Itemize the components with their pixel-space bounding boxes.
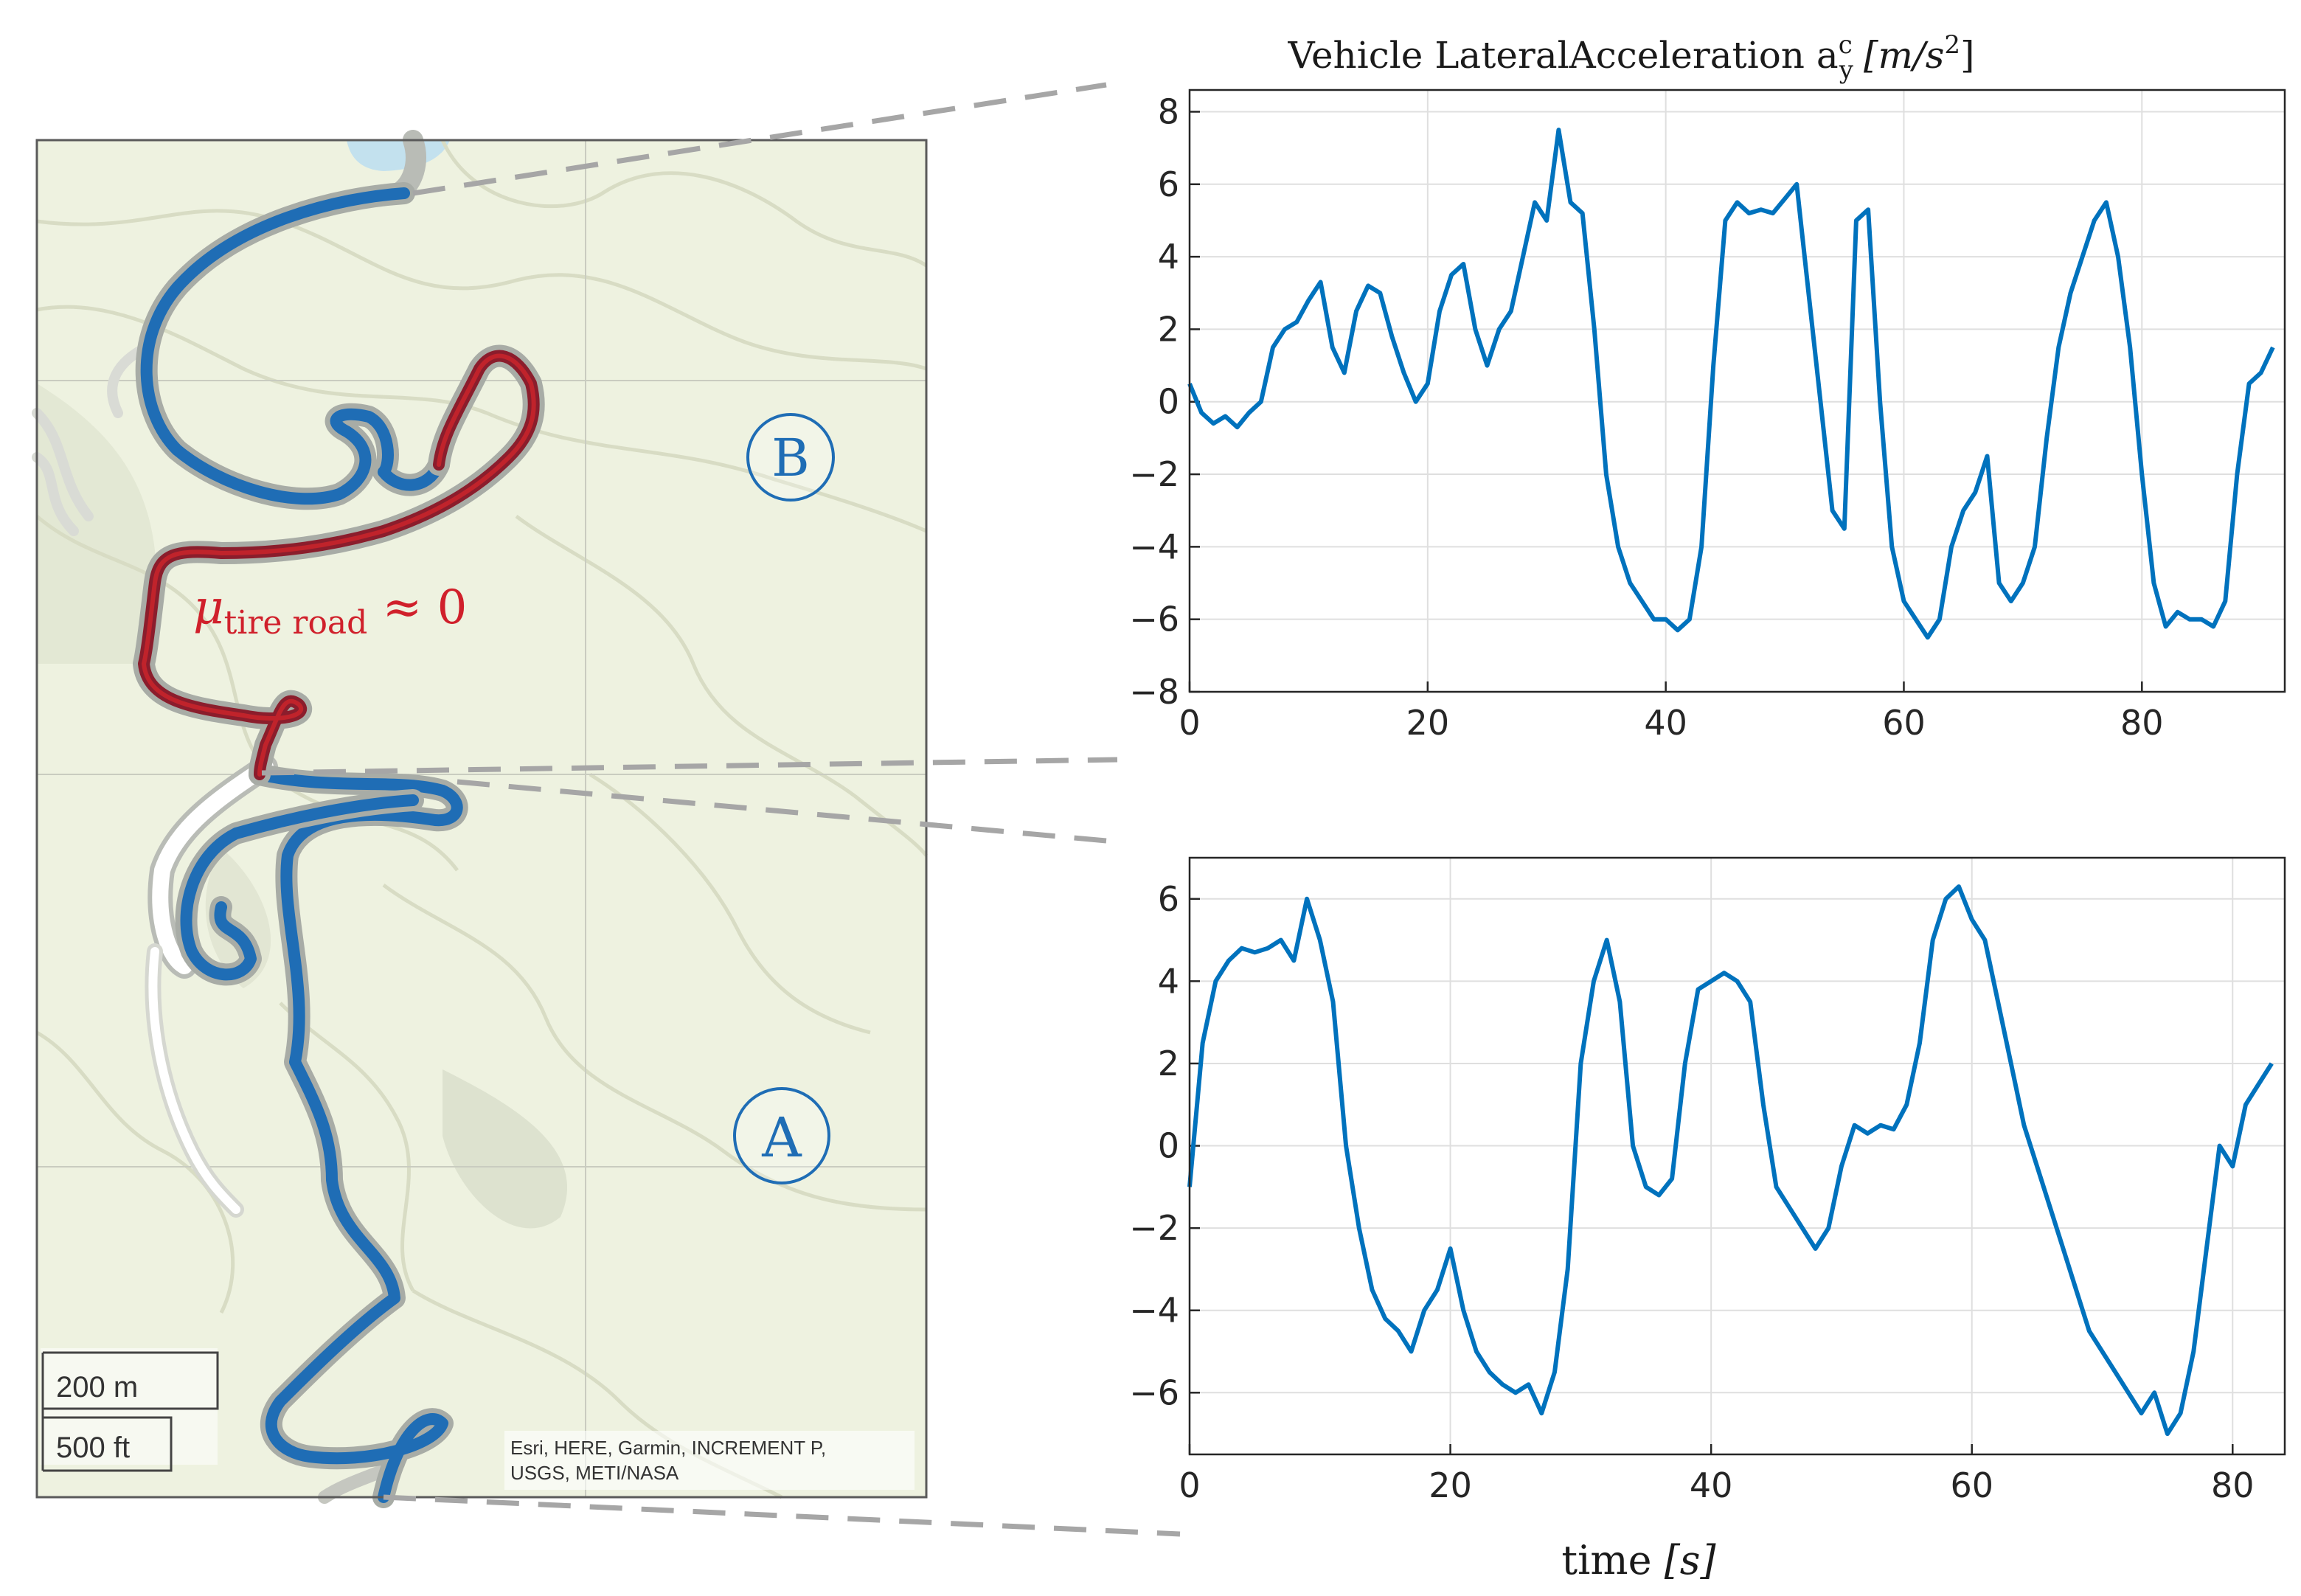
chart-a-xlabel: time [s] [1561,1537,1716,1583]
title-main: Vehicle LateralAcceleration a [1287,34,1838,77]
y-tick-label: −2 [1129,454,1179,494]
scale-feet: 500 ft [56,1432,130,1464]
y-tick-label: −6 [1129,1373,1179,1412]
connector-a-top [457,779,1107,844]
title-unit-sup: 2 [1944,30,1960,60]
y-tick-label: −8 [1129,672,1179,712]
route-a [175,763,468,1508]
scale-meters: 200 m [56,1371,138,1404]
y-tick-label: 0 [1158,1126,1179,1166]
title-sub: y [1839,55,1854,85]
chart-a-axes-box [1188,856,2286,1456]
friction-sub: tire road [224,604,368,642]
chart-b-ticks: 0 20 40 60 80 −8 −6 −4 −2 0 2 4 6 8 [1129,91,2163,743]
x-tick-label: 0 [1179,1465,1200,1505]
title-sup: c [1839,30,1853,60]
y-tick-label: 2 [1158,1044,1179,1083]
x-tick-label: 0 [1179,703,1200,743]
map-panel: B A μtire road ≈ 0 200 m 500 ft Esri, HE… [32,130,928,1508]
terrain-shading [442,1069,568,1229]
chart-a-series-line [1187,884,2274,1437]
y-tick-label: −4 [1129,527,1179,566]
chart-a-ticks: 0 20 40 60 80 −6 −4 −2 0 2 4 6 [1129,879,2254,1505]
chart-a: 0 20 40 60 80 −6 −4 −2 0 2 4 6 time [s] [1129,856,2286,1583]
chart-b-title: Vehicle LateralAcceleration ac y [m/s2] [1287,30,1974,85]
x-tick-label: 40 [1690,1465,1733,1505]
label-a: A [761,1106,802,1170]
label-b-marker: B [746,413,835,502]
y-tick-label: 8 [1158,91,1179,131]
x-tick-label: 20 [1429,1465,1472,1505]
terrain-shading [37,384,157,664]
scale-bar: 200 m 500 ft [41,1348,219,1472]
x-tick-label: 80 [2211,1465,2255,1505]
x-tick-label: 60 [1882,703,1926,743]
connector-b-top [412,82,1107,196]
map-attribution: Esri, HERE, Garmin, INCREMENT P, USGS, M… [504,1431,914,1490]
connector-b-bottom [261,757,1118,776]
title-unit: [m/s [1864,34,1944,77]
chart-b-series-line [1187,128,2275,640]
map-frame [35,139,928,1499]
label-b: B [771,428,809,488]
chart-a-grid [1189,858,2285,1454]
y-tick-label: 4 [1158,237,1179,277]
chart-b-axes-box [1188,89,2286,693]
attribution-line-2: USGS, METI/NASA [510,1462,679,1484]
chart-b-grid [1189,90,2285,693]
y-tick-label: −6 [1129,600,1179,639]
xlabel-unit: [s] [1665,1537,1717,1583]
map-background [37,140,926,1497]
friction-rest: ≈ 0 [367,580,467,635]
y-tick-label: 6 [1158,879,1179,919]
zoom-connectors [261,82,1181,1537]
x-tick-label: 40 [1644,703,1687,743]
route-b [135,182,450,510]
y-tick-label: 4 [1158,961,1179,1001]
y-tick-label: −2 [1129,1208,1179,1248]
label-a-marker: A [733,1087,830,1184]
friction-mu: μ [193,580,224,635]
x-tick-label: 60 [1950,1465,1993,1505]
x-tick-label: 20 [1406,703,1450,743]
x-tick-label: 80 [2120,703,2164,743]
xlabel-main: time [1561,1537,1664,1583]
title-unit-end: ] [1960,34,1975,77]
y-tick-label: 0 [1158,382,1179,422]
low-friction-segment [133,344,545,785]
friction-label: μtire road ≈ 0 [193,580,467,642]
y-tick-label: 2 [1158,309,1179,349]
y-tick-label: 6 [1158,164,1179,204]
connector-a-bottom [383,1494,1181,1537]
y-tick-label: −4 [1129,1291,1179,1330]
attribution-line-1: Esri, HERE, Garmin, INCREMENT P, [510,1437,826,1459]
